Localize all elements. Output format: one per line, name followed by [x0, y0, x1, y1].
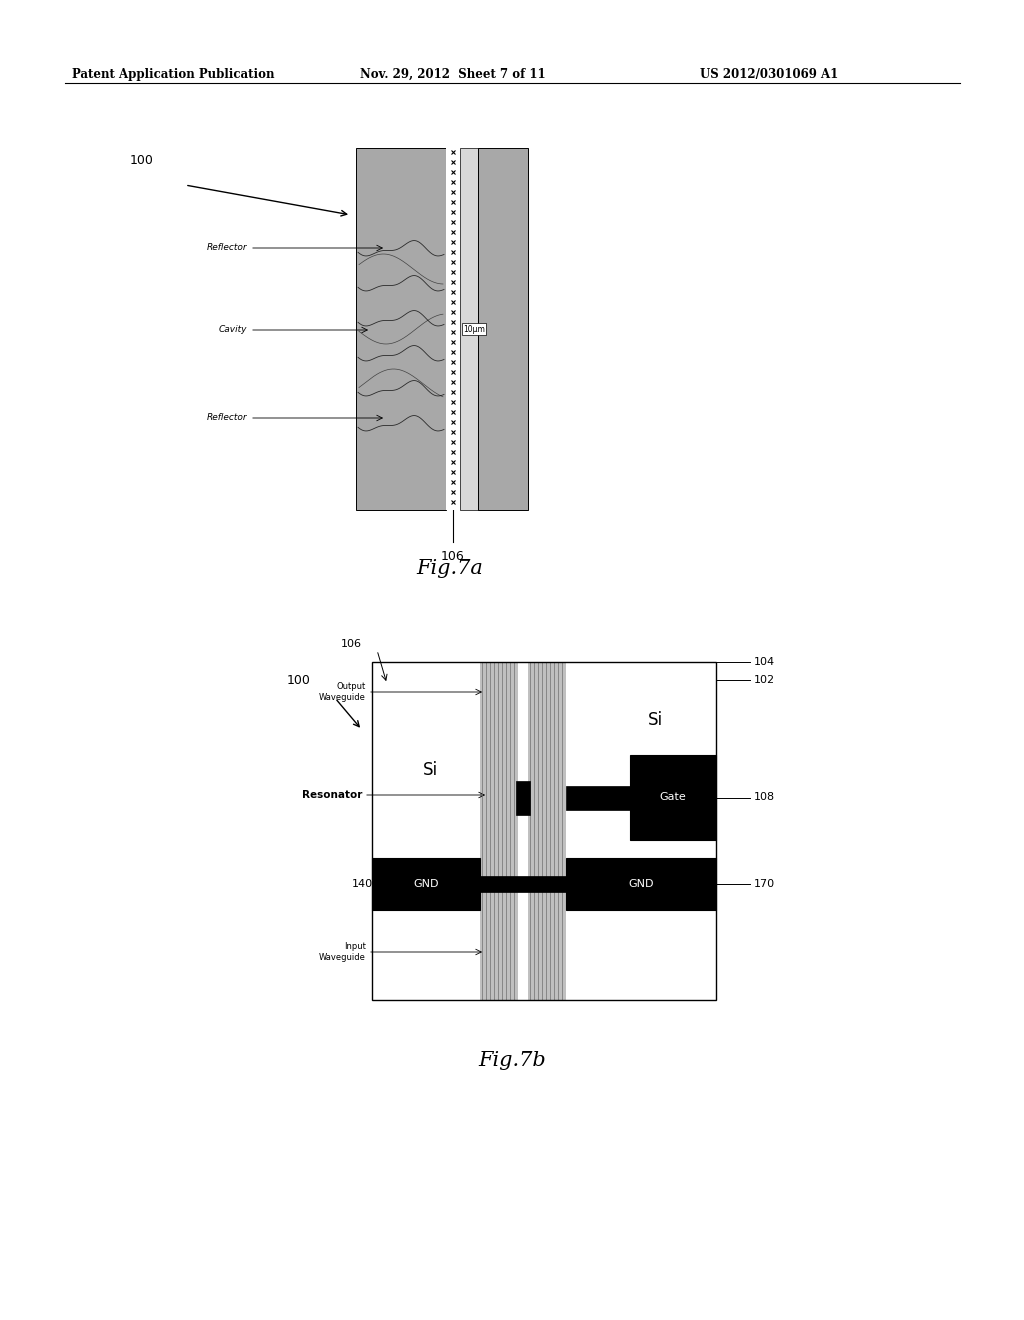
Text: Output
Waveguide: Output Waveguide — [319, 682, 366, 702]
Text: Fig.7a: Fig.7a — [417, 558, 483, 578]
Bar — [478, 148, 528, 510]
Bar — [480, 876, 566, 892]
Bar — [480, 663, 518, 1001]
Bar — [372, 663, 716, 1001]
Text: 100: 100 — [287, 673, 311, 686]
Text: 106: 106 — [441, 549, 465, 562]
Text: Patent Application Publication: Patent Application Publication — [72, 69, 274, 81]
Text: 102: 102 — [754, 675, 775, 685]
Bar — [528, 663, 566, 1001]
Text: GND: GND — [414, 879, 438, 888]
Text: Si: Si — [423, 762, 437, 779]
Bar — [516, 780, 530, 814]
Bar — [566, 858, 716, 909]
Text: Nov. 29, 2012  Sheet 7 of 11: Nov. 29, 2012 Sheet 7 of 11 — [360, 69, 546, 81]
Text: 104: 104 — [754, 657, 775, 667]
Text: Input
Waveguide: Input Waveguide — [319, 942, 366, 962]
Bar — [446, 148, 460, 510]
Text: Reflector: Reflector — [207, 243, 247, 252]
Text: Cavity: Cavity — [218, 326, 247, 334]
Text: GND: GND — [629, 879, 653, 888]
Text: 106: 106 — [341, 639, 362, 649]
Text: US 2012/0301069 A1: US 2012/0301069 A1 — [700, 69, 839, 81]
Text: 100: 100 — [130, 153, 154, 166]
Text: Gate: Gate — [659, 792, 686, 803]
Bar — [372, 858, 480, 909]
Text: 140: 140 — [352, 879, 373, 888]
Bar — [630, 755, 716, 840]
Bar — [518, 663, 528, 1001]
Text: 170: 170 — [754, 879, 775, 888]
Text: Fig.7b: Fig.7b — [478, 1051, 546, 1069]
Text: Reflector: Reflector — [207, 413, 247, 422]
Text: Resonator: Resonator — [302, 789, 362, 800]
Bar — [372, 663, 480, 1001]
Bar — [566, 785, 630, 809]
Text: 108: 108 — [754, 792, 775, 803]
Text: 10μm: 10μm — [463, 325, 485, 334]
Bar — [460, 148, 478, 510]
Text: Si: Si — [647, 711, 663, 729]
Bar — [566, 663, 716, 1001]
Bar — [356, 148, 446, 510]
